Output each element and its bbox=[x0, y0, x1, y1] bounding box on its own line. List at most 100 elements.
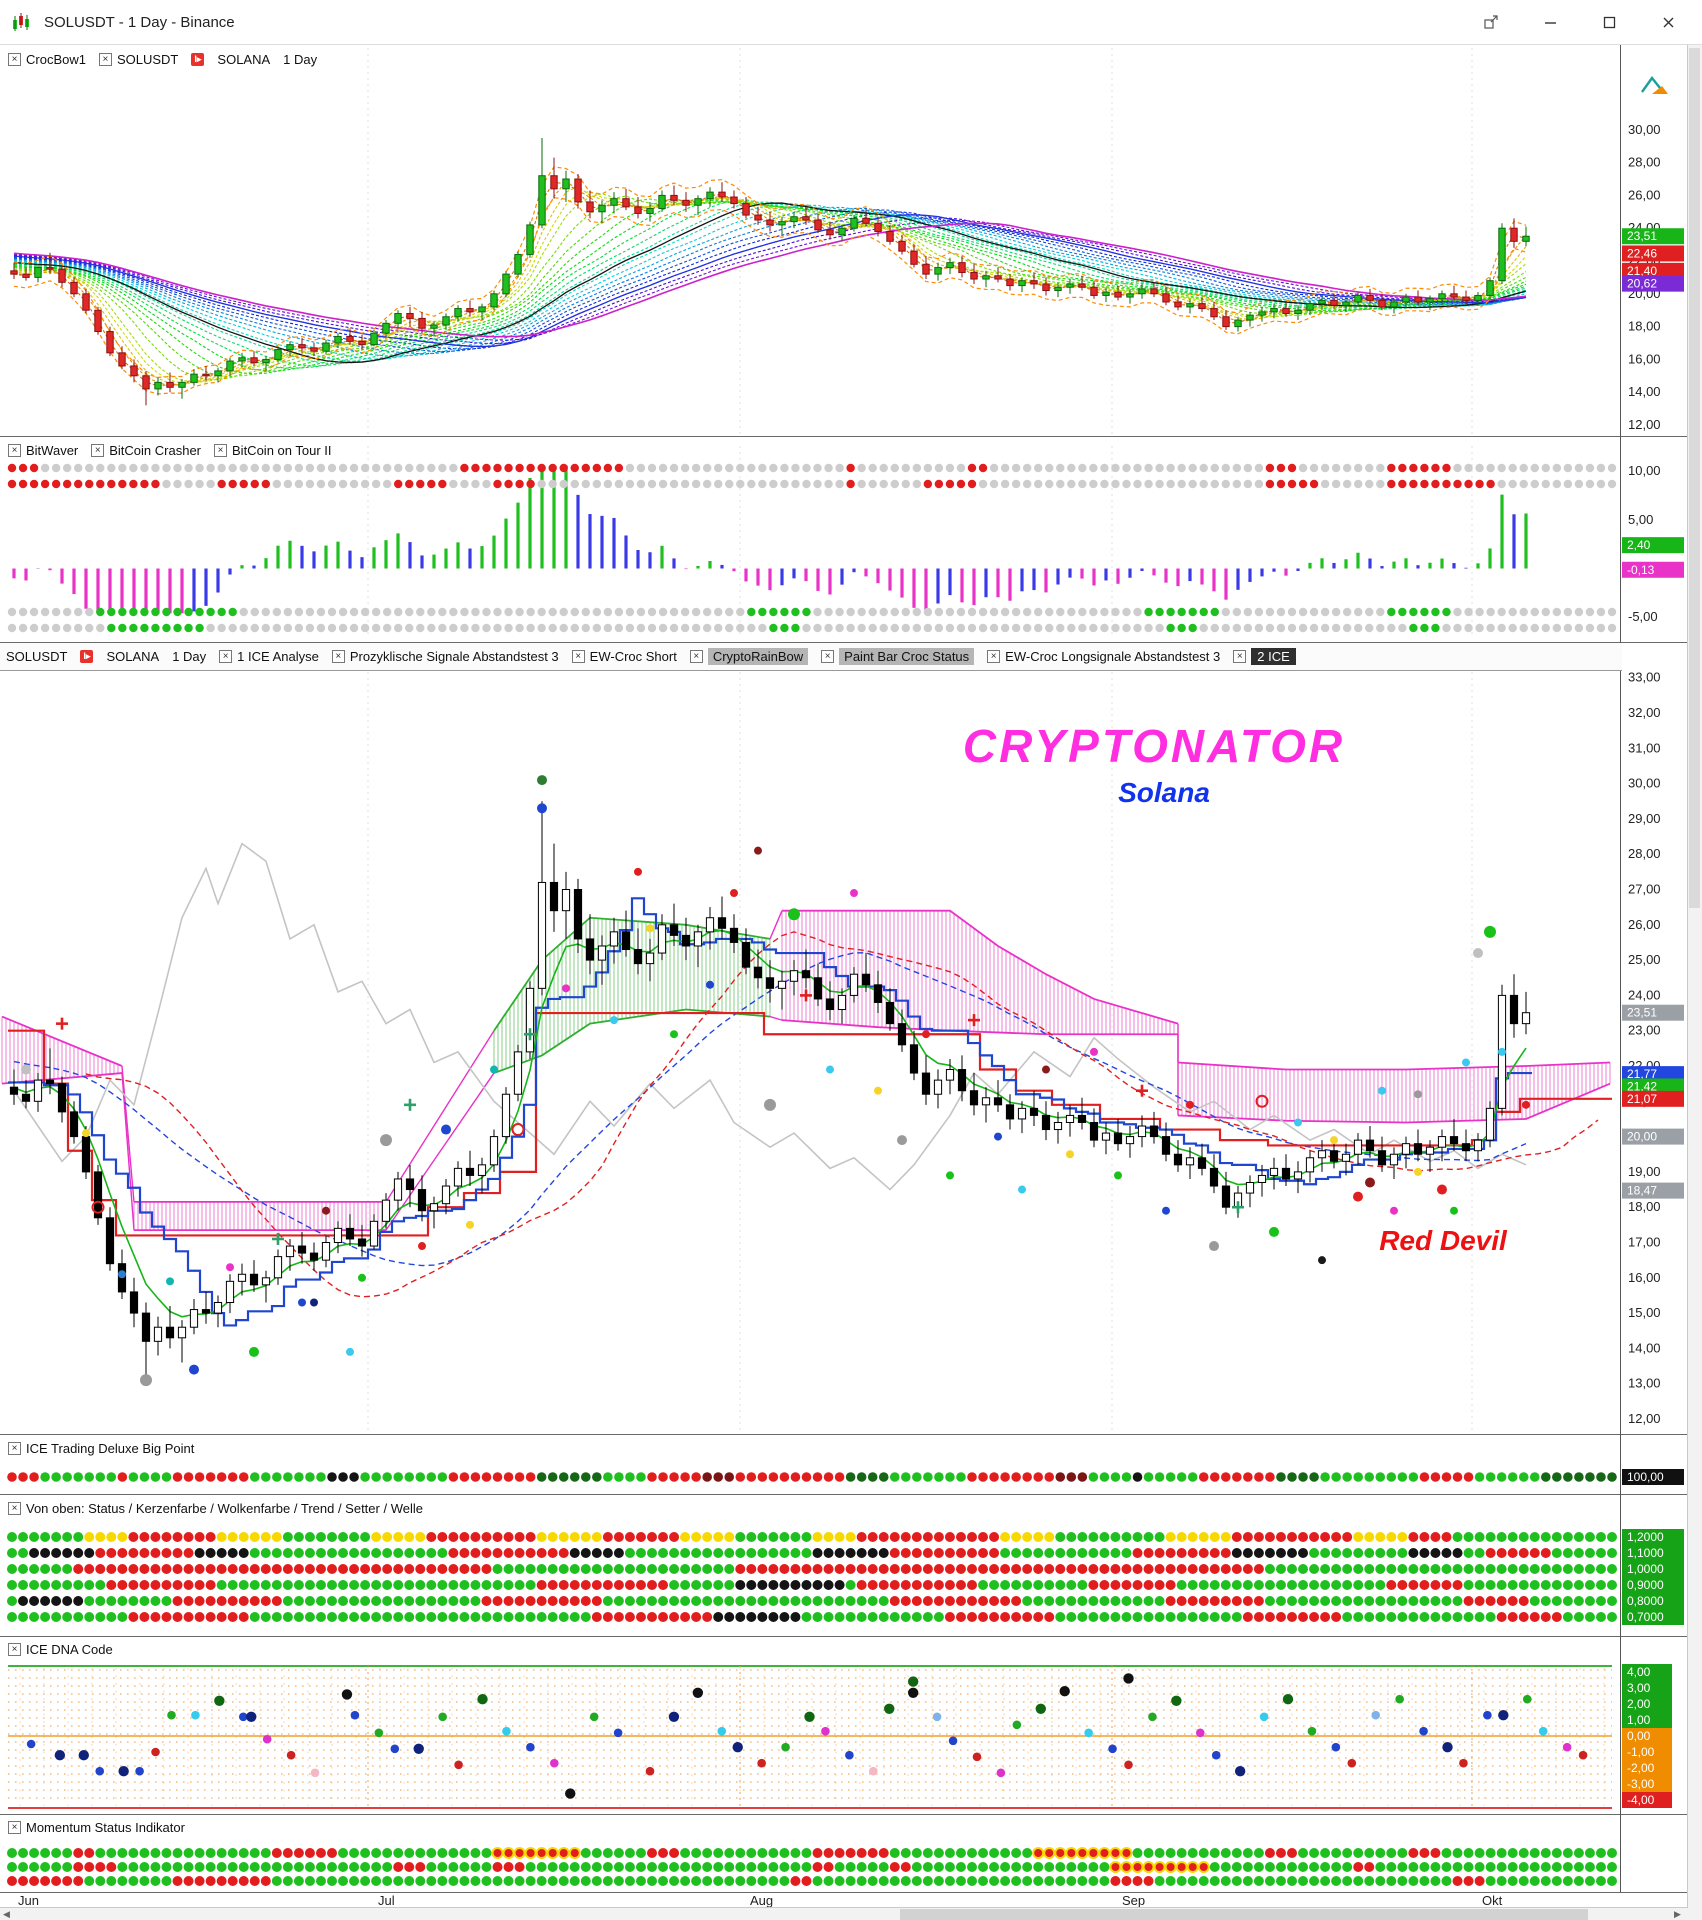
maximize-icon[interactable] bbox=[1602, 15, 1617, 30]
candle bbox=[1030, 280, 1038, 285]
axis-tick-label: 15,00 bbox=[1628, 1305, 1661, 1320]
signal-marker bbox=[897, 1135, 907, 1146]
indicator-item-ice-dna-code: × ICE DNA Code bbox=[8, 1642, 113, 1657]
indicator-label: EW-Croc Short bbox=[589, 649, 677, 664]
candle bbox=[130, 365, 138, 377]
svg-text:-4,00: -4,00 bbox=[1627, 1793, 1655, 1807]
dna-dot bbox=[1195, 1728, 1205, 1738]
signal-marker bbox=[1498, 1047, 1506, 1056]
remove-indicator-checkbox[interactable]: × bbox=[8, 53, 21, 66]
signal-marker bbox=[1114, 1171, 1122, 1180]
candle bbox=[513, 1051, 523, 1095]
candle bbox=[1389, 1153, 1399, 1166]
remove-indicator-checkbox[interactable]: × bbox=[98, 53, 112, 66]
panel2-plot[interactable] bbox=[12, 465, 1528, 614]
dna-dot bbox=[1234, 1766, 1246, 1777]
candle bbox=[849, 973, 859, 996]
axis-tick-label: 14,00 bbox=[1628, 1340, 1661, 1355]
candle bbox=[1066, 283, 1074, 288]
reference-line bbox=[13, 842, 1527, 1191]
signal-marker bbox=[1255, 1094, 1269, 1108]
signal-marker bbox=[634, 867, 642, 876]
indicator-item-1-ice-analyse: × 1 ICE Analyse bbox=[219, 649, 319, 664]
popout-icon[interactable] bbox=[1484, 14, 1499, 30]
vertical-scrollbar[interactable] bbox=[1687, 44, 1702, 1920]
candle bbox=[657, 924, 667, 954]
candle bbox=[550, 175, 558, 190]
dna-dot bbox=[1307, 1726, 1317, 1736]
remove-indicator-checkbox[interactable]: × bbox=[689, 650, 703, 663]
dna-dot bbox=[645, 1766, 655, 1776]
candle bbox=[1101, 1132, 1111, 1141]
dna-dot bbox=[454, 1760, 463, 1770]
signal-marker bbox=[537, 803, 547, 814]
signal-marker bbox=[562, 984, 570, 993]
dot-row bbox=[7, 1564, 1617, 1574]
remove-indicator-checkbox[interactable]: × bbox=[8, 444, 21, 457]
candle bbox=[1366, 294, 1374, 301]
remove-indicator-checkbox[interactable]: × bbox=[219, 650, 233, 663]
indicator-label: CrocBow1 bbox=[26, 52, 86, 67]
horizontal-scrollbar[interactable]: ◀ ▶ bbox=[0, 1907, 1688, 1920]
candle bbox=[478, 306, 486, 313]
candle bbox=[922, 263, 930, 275]
axis-tick-label: 28,00 bbox=[1628, 155, 1661, 170]
panel1-plot[interactable] bbox=[10, 138, 1530, 406]
dna-dot bbox=[804, 1711, 815, 1723]
signal-marker bbox=[1066, 1150, 1074, 1159]
remove-indicator-checkbox[interactable]: × bbox=[214, 444, 228, 457]
dna-dot bbox=[390, 1744, 400, 1754]
remove-indicator-checkbox[interactable]: × bbox=[571, 650, 585, 663]
axis-tick-label: 16,00 bbox=[1628, 1270, 1661, 1285]
panel6-plot[interactable] bbox=[8, 1665, 1612, 1809]
indicator-item-ew-croc-longsignale-abstandstest-3: × EW-Croc Longsignale Abstandstest 3 bbox=[987, 649, 1220, 664]
dna-dot bbox=[1282, 1694, 1294, 1705]
candle bbox=[489, 1136, 499, 1166]
candle bbox=[69, 1111, 79, 1138]
dot-row bbox=[7, 1596, 1617, 1606]
remove-indicator-checkbox[interactable]: × bbox=[8, 1643, 21, 1656]
price-badge: 22,46 bbox=[1622, 245, 1684, 262]
close-icon[interactable] bbox=[1661, 15, 1676, 30]
candle bbox=[225, 1280, 235, 1304]
candle bbox=[1246, 314, 1254, 321]
signal-marker bbox=[788, 908, 800, 921]
axis-settings-icon[interactable] bbox=[1641, 76, 1668, 94]
remove-indicator-checkbox[interactable]: × bbox=[331, 650, 345, 663]
candle bbox=[1425, 1146, 1435, 1155]
candle bbox=[442, 316, 450, 326]
candle bbox=[705, 917, 715, 933]
minimize-icon[interactable] bbox=[1543, 15, 1558, 30]
remove-indicator-checkbox[interactable]: × bbox=[91, 444, 105, 457]
svg-text:0,7000: 0,7000 bbox=[1627, 1610, 1664, 1624]
remove-indicator-checkbox[interactable]: × bbox=[1233, 650, 1247, 663]
remove-indicator-checkbox[interactable]: × bbox=[8, 1502, 21, 1515]
candle bbox=[82, 293, 90, 311]
scroll-right-icon[interactable]: ▶ bbox=[1674, 1909, 1681, 1919]
dna-dot bbox=[1347, 1758, 1357, 1768]
candle bbox=[370, 332, 378, 346]
remove-indicator-checkbox[interactable]: × bbox=[8, 1821, 21, 1834]
signal-marker bbox=[1437, 1184, 1447, 1195]
remove-indicator-checkbox[interactable]: × bbox=[821, 650, 835, 663]
horizontal-scroll-thumb[interactable] bbox=[900, 1909, 1588, 1920]
svg-text:1,00: 1,00 bbox=[1627, 1713, 1651, 1727]
candle bbox=[1413, 1143, 1423, 1155]
remove-indicator-checkbox[interactable]: × bbox=[8, 1442, 21, 1455]
price-badge: -1,00 bbox=[1622, 1744, 1672, 1760]
candle bbox=[933, 1079, 943, 1095]
vertical-scroll-thumb[interactable] bbox=[1689, 48, 1700, 908]
price-badge: 100,00 bbox=[1622, 1469, 1684, 1485]
panel3-plot[interactable] bbox=[1, 775, 1612, 1387]
scroll-left-icon[interactable]: ◀ bbox=[3, 1909, 10, 1919]
signal-marker bbox=[310, 1298, 318, 1307]
indicator-label: 1 Day bbox=[283, 52, 318, 67]
candle bbox=[381, 1199, 391, 1222]
signal-marker bbox=[82, 1129, 90, 1138]
remove-indicator-checkbox[interactable]: × bbox=[987, 650, 1001, 663]
candle bbox=[981, 1097, 991, 1106]
candle bbox=[141, 1312, 151, 1342]
candle bbox=[249, 1273, 259, 1286]
candle bbox=[262, 358, 270, 364]
